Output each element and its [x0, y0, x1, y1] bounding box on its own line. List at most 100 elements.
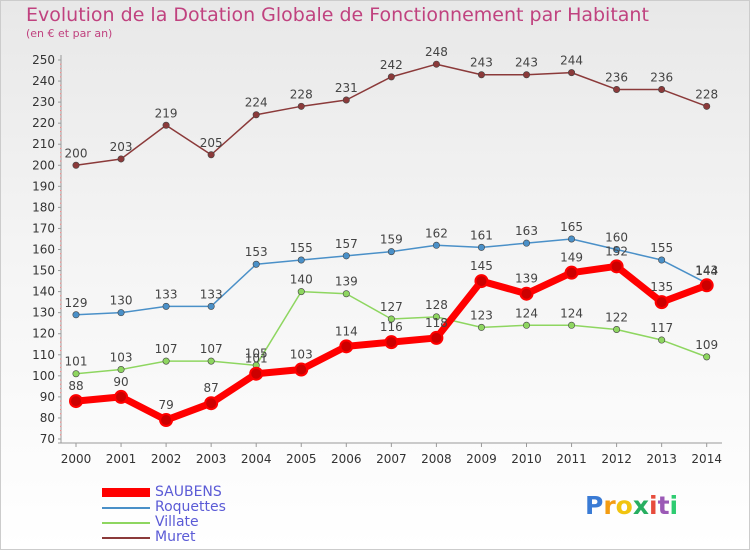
logo-letter: x	[632, 491, 649, 520]
x-tick-label: 2002	[151, 452, 182, 466]
data-point-muret	[72, 161, 80, 169]
y-minor-tick	[60, 88, 62, 90]
legend-swatch-saubens	[102, 488, 150, 497]
data-label-saubens: 88	[68, 379, 83, 393]
data-label-saubens: 114	[335, 324, 358, 338]
y-minor-tick	[60, 135, 62, 137]
logo-letter: r	[603, 491, 616, 520]
y-minor-tick	[60, 362, 62, 364]
data-point-villate	[207, 357, 215, 365]
data-point-roquettes	[568, 235, 576, 243]
y-minor-tick	[60, 413, 62, 415]
y-minor-tick	[60, 181, 62, 183]
data-label-muret: 200	[65, 146, 88, 160]
y-minor-tick	[60, 215, 62, 217]
data-point-roquettes	[342, 252, 350, 260]
data-point-villate	[387, 315, 395, 323]
data-point-saubens	[294, 362, 309, 377]
data-label-muret: 244	[560, 54, 583, 68]
logo-letter: i	[649, 491, 658, 520]
data-point-roquettes	[613, 246, 621, 254]
y-tick-label: 150	[32, 264, 55, 278]
y-minor-tick	[60, 84, 62, 86]
y-minor-tick	[60, 350, 62, 352]
data-point-saubens	[159, 413, 174, 428]
y-minor-tick	[60, 430, 62, 432]
data-label-saubens: 149	[560, 251, 583, 265]
data-label-saubens: 143	[695, 263, 718, 277]
data-label-muret: 248	[425, 45, 448, 59]
data-label-muret: 231	[335, 81, 358, 95]
data-label-roquettes: 129	[65, 296, 88, 310]
data-label-saubens: 101	[245, 352, 268, 366]
data-point-roquettes	[252, 260, 260, 268]
y-minor-tick	[60, 126, 62, 128]
y-minor-tick	[60, 307, 62, 309]
y-tick-label: 90	[40, 390, 55, 404]
data-point-villate	[613, 326, 621, 334]
data-point-villate	[432, 313, 440, 321]
y-minor-tick	[60, 236, 62, 238]
y-tick-label: 230	[32, 95, 55, 109]
data-point-villate	[568, 321, 576, 329]
y-minor-tick	[60, 177, 62, 179]
data-label-roquettes: 162	[425, 226, 448, 240]
y-minor-tick	[60, 198, 62, 200]
y-minor-tick	[60, 409, 62, 411]
data-point-saubens	[339, 339, 354, 354]
y-tick-label: 220	[32, 116, 55, 130]
data-label-villate: 140	[290, 273, 313, 287]
data-point-villate	[162, 357, 170, 365]
data-point-villate	[342, 290, 350, 298]
y-tick-label: 130	[32, 306, 55, 320]
data-label-villate: 128	[425, 298, 448, 312]
x-tick-label: 2008	[421, 452, 452, 466]
data-label-roquettes: 155	[290, 241, 313, 255]
y-minor-tick	[60, 223, 62, 225]
y-tick-label: 80	[40, 411, 55, 425]
y-tick-label: 140	[32, 285, 55, 299]
data-point-muret	[613, 85, 621, 93]
legend-swatch-roquettes	[102, 507, 150, 509]
y-minor-tick	[60, 131, 62, 133]
data-point-muret	[568, 69, 576, 77]
data-point-roquettes	[658, 256, 666, 264]
legend-label-villate: Villate	[155, 514, 199, 530]
x-tick-label: 2011	[556, 452, 587, 466]
data-point-roquettes	[72, 311, 80, 319]
y-tick-label: 70	[40, 432, 55, 446]
x-tick-label: 2003	[196, 452, 227, 466]
x-tick-label: 2001	[106, 452, 137, 466]
x-tick-label: 2009	[466, 452, 497, 466]
x-tick-label: 2005	[286, 452, 317, 466]
data-point-muret	[252, 111, 260, 119]
y-tick-label: 240	[32, 74, 55, 88]
data-label-villate: 122	[605, 311, 628, 325]
data-label-villate: 139	[335, 275, 358, 289]
data-point-muret	[117, 155, 125, 163]
data-label-muret: 228	[695, 87, 718, 101]
y-minor-tick	[60, 67, 62, 69]
y-minor-tick	[60, 93, 62, 95]
data-point-muret	[342, 96, 350, 104]
data-label-roquettes: 130	[110, 294, 133, 308]
x-tick-label: 2007	[376, 452, 407, 466]
data-label-villate: 105	[245, 346, 268, 360]
data-label-roquettes: 153	[245, 245, 268, 259]
data-label-villate: 124	[560, 306, 583, 320]
data-label-saubens: 135	[650, 280, 673, 294]
y-minor-tick	[60, 358, 62, 360]
data-point-saubens	[564, 265, 579, 280]
data-label-roquettes: 155	[650, 241, 673, 255]
x-tick-label: 2000	[61, 452, 92, 466]
data-label-roquettes: 163	[515, 224, 538, 238]
legend-label-roquettes: Roquettes	[155, 499, 226, 515]
y-minor-tick	[60, 421, 62, 423]
data-point-muret	[477, 71, 485, 79]
data-point-saubens	[114, 389, 129, 404]
y-minor-tick	[60, 114, 62, 116]
data-point-saubens	[249, 366, 264, 381]
y-minor-tick	[60, 72, 62, 74]
y-minor-tick	[60, 168, 62, 170]
data-point-roquettes	[117, 309, 125, 317]
